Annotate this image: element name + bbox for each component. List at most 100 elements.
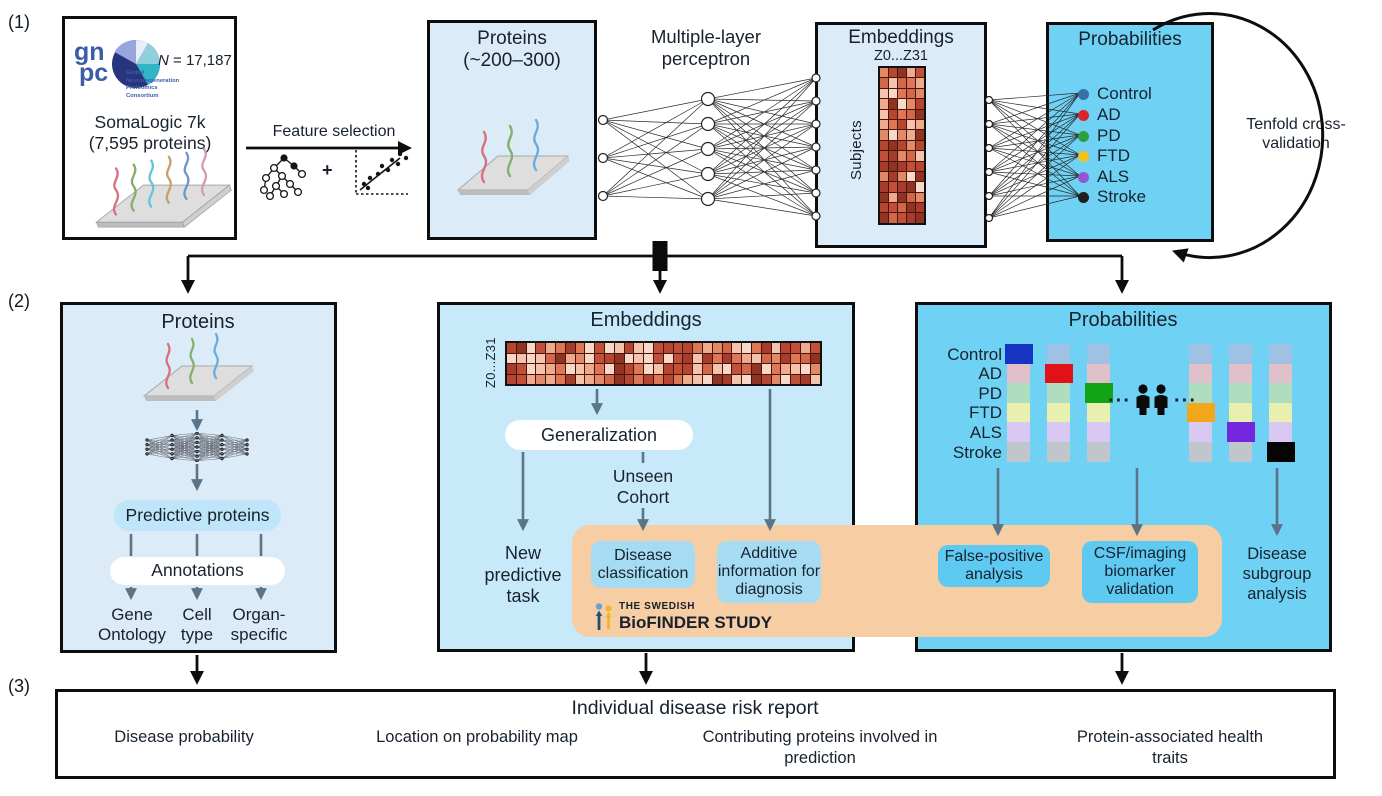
- heatmap-cell: [916, 192, 924, 203]
- heatmap-cell: [526, 364, 536, 374]
- platform-name: SomaLogic 7k: [94, 112, 206, 132]
- embeddings2-title: Embeddings: [590, 309, 702, 331]
- heatmap-cell: [575, 364, 585, 374]
- heatmap-cell: [791, 353, 800, 364]
- heatmap-cell: [916, 78, 924, 88]
- heatmap-cell: [585, 353, 595, 364]
- proteins1-count: (~200–300): [463, 50, 561, 71]
- heatmap-cell: [810, 374, 820, 385]
- probability-cell: [1269, 402, 1292, 423]
- heatmap-cell: [916, 213, 924, 223]
- heatmap-cell: [898, 213, 906, 223]
- probability-cell: [1007, 402, 1030, 423]
- probabilities-box: [1046, 22, 1214, 242]
- protein-plate-icon: [95, 147, 232, 228]
- probability-cell: [1047, 344, 1070, 364]
- probability-class-row: FTD: [1078, 146, 1130, 166]
- heatmap-cell: [516, 353, 526, 364]
- heatmap-cell: [614, 353, 624, 364]
- probability-class-row: ALS: [1078, 167, 1129, 187]
- heatmap-cell: [889, 203, 897, 213]
- heatmap-cell: [889, 151, 897, 161]
- heatmap-cell: [898, 68, 906, 78]
- heatmap-cell: [810, 353, 820, 364]
- gnpc-globe-icon: [112, 39, 160, 88]
- heatmap-cell: [742, 353, 751, 364]
- heatmap-cell: [693, 343, 702, 353]
- heatmap-cell: [663, 374, 673, 385]
- risk-report-title: Individual disease risk report: [571, 697, 819, 719]
- heatmap-cell: [898, 99, 906, 109]
- probability-class-row: Control: [1078, 84, 1152, 104]
- heatmap-cell: [614, 364, 624, 374]
- heatmap-cell: [800, 364, 810, 374]
- heatmap-cell: [624, 343, 634, 353]
- heatmap-cell: [880, 140, 888, 151]
- heatmap-cell: [907, 171, 915, 182]
- probability-cell: [1007, 383, 1030, 403]
- probability-cell: [1229, 344, 1252, 364]
- heatmap-cell: [771, 343, 781, 353]
- pd-class-dot: [1078, 130, 1089, 142]
- heatmap-cell: [555, 364, 565, 374]
- probability-cell: [1047, 402, 1070, 423]
- heatmap-cell: [907, 99, 915, 109]
- gnpc-org-name: Global Neurodegeneration Proteomics Cons…: [126, 70, 179, 100]
- probability-class-row: AD: [1078, 105, 1121, 125]
- heatmap-cell: [585, 364, 595, 374]
- heatmap-cell: [880, 130, 888, 140]
- heatmap-cell: [604, 374, 614, 385]
- heatmap-cell: [604, 353, 614, 364]
- annotations-pill: Annotations: [110, 557, 285, 585]
- heatmap-cell: [751, 364, 761, 374]
- heatmap-cell: [693, 364, 702, 374]
- heatmap-cell: [507, 374, 516, 385]
- heatmap-cell: [546, 364, 555, 374]
- class-label: AD: [1097, 105, 1121, 124]
- heatmap-cell: [536, 374, 546, 385]
- heatmap-cell: [800, 353, 810, 364]
- embeddings-heatmap: [878, 66, 926, 225]
- heatmap-cell: [810, 364, 820, 374]
- junction-node: [652, 241, 668, 271]
- report-item: Contributing proteins involved in predic…: [702, 728, 938, 767]
- heatmap-cell: [555, 343, 565, 353]
- heatmap-cell: [702, 343, 712, 353]
- heatmap-cell: [907, 213, 915, 223]
- heatmap-cell: [916, 171, 924, 182]
- heatmap-cell: [683, 343, 693, 353]
- heatmap-cell: [889, 161, 897, 171]
- heatmap-cell: [791, 364, 800, 374]
- heatmap-cell: [595, 353, 604, 364]
- heatmap-cell: [722, 364, 732, 374]
- heatmap-cell: [898, 119, 906, 130]
- heatmap-cell: [880, 119, 888, 130]
- probability-cell: [1007, 363, 1030, 384]
- heatmap-cell: [880, 78, 888, 88]
- proteins1-title: Proteins: [477, 28, 547, 49]
- predictive-proteins-pill: Predictive proteins: [114, 500, 281, 531]
- probability-cell: [1044, 363, 1073, 384]
- heatmap-cell: [907, 78, 915, 88]
- new-predictive-task-label: New predictive task: [484, 543, 562, 607]
- heatmap-cell: [673, 374, 683, 385]
- heatmap-cell: [732, 364, 742, 374]
- heatmap-cell: [781, 364, 791, 374]
- gnpc-org-line: Neurodegeneration: [126, 77, 180, 84]
- heatmap-cell: [644, 364, 653, 374]
- ad-class-dot: [1078, 109, 1089, 121]
- csf-imaging-pill: CSF/imaging biomarker validation: [1082, 541, 1198, 603]
- probability-cell: [1189, 344, 1212, 364]
- gnpc-org-line: Consortium: [126, 92, 159, 99]
- probability-cell: [1189, 442, 1212, 462]
- heatmap-cell: [683, 364, 693, 374]
- heatmap-cell: [916, 119, 924, 130]
- cell-type-label: Cell type: [180, 605, 214, 644]
- additive-information-pill: Additive information for diagnosis: [717, 541, 821, 603]
- heatmap-cell: [889, 171, 897, 182]
- heatmap-cell: [653, 353, 663, 364]
- heatmap-cell: [898, 109, 906, 119]
- generalization-pill: Generalization: [505, 420, 693, 450]
- heatmap-cell: [663, 343, 673, 353]
